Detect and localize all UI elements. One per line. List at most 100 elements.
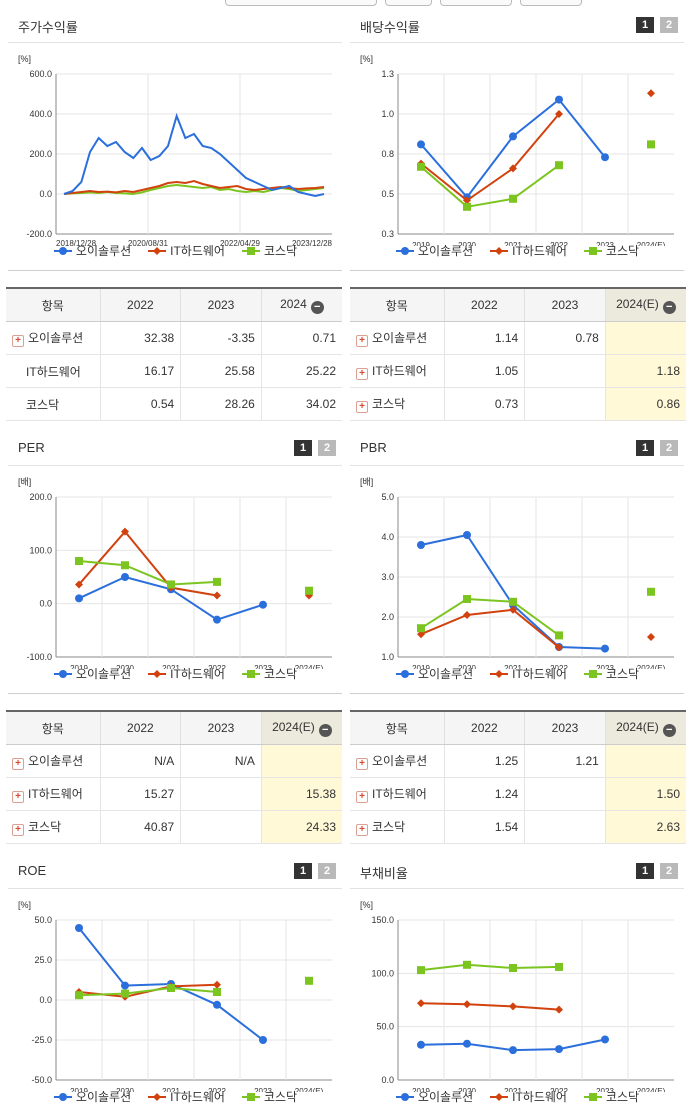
data-point-industry (509, 605, 517, 614)
per-panel: PER 1 2 [배] 200.0 100.0 0.0 -100.0 2019 2020 20… (8, 431, 342, 693)
x-tick-label: 2018/12/28 (56, 239, 97, 246)
row-label-cell[interactable]: + 코스닥 (350, 387, 445, 421)
series-line-kosdaq (420, 164, 560, 208)
row-label-cell[interactable]: + 오이솔루션 (350, 744, 445, 778)
expand-icon[interactable]: + (356, 368, 368, 380)
row-label-cell[interactable]: + 오이솔루션 (350, 321, 445, 355)
legend-item-company[interactable]: 오이솔루션 (395, 242, 473, 259)
legend-item-industry[interactable]: IT하드웨어 (147, 1088, 225, 1105)
legend-marker (153, 669, 162, 678)
expand-icon[interactable]: + (12, 824, 24, 836)
legend-item-kosdaq[interactable]: 코스닥 (241, 1088, 297, 1105)
legend-item-industry[interactable]: IT하드웨어 (489, 665, 567, 682)
legend-item-company[interactable]: 오이솔루션 (395, 1088, 473, 1105)
page-1-button[interactable]: 1 (636, 863, 654, 879)
y-tick-label: 0.8 (381, 149, 394, 159)
data-point-industry (417, 630, 425, 639)
page-1-button[interactable]: 1 (294, 440, 312, 456)
dividend-yield-table: 항목 2022 2023 2024(E) − + 오이솔루션 1.14 0.78 + IT하드웨어 1… (350, 287, 686, 421)
data-point-company (463, 1039, 471, 1048)
page-2-button[interactable]: 2 (660, 440, 678, 456)
expand-icon[interactable]: + (12, 335, 24, 347)
x-tick-label: 2020 (458, 664, 476, 669)
legend-label: IT하드웨어 (170, 1090, 225, 1104)
legend-swatch (490, 669, 509, 678)
panel-title: 주가수익률 (18, 20, 78, 35)
expand-icon[interactable]: + (356, 791, 368, 803)
legend-item-kosdaq[interactable]: 코스닥 (583, 665, 639, 682)
legend-marker (58, 1092, 67, 1101)
page-2-button[interactable]: 2 (318, 440, 336, 456)
collapse-icon[interactable]: − (318, 723, 332, 737)
top-control-2[interactable] (385, 0, 432, 6)
row-label-cell[interactable]: IT하드웨어 (6, 354, 101, 388)
expand-icon[interactable]: + (12, 791, 24, 803)
page-2-button[interactable]: 2 (660, 863, 678, 879)
collapse-icon[interactable]: − (310, 300, 324, 314)
legend-marker (400, 669, 409, 678)
column-header-label: 2023 (207, 298, 235, 312)
row-label-cell[interactable]: + IT하드웨어 (6, 777, 101, 811)
column-header-label: 2023 (551, 298, 579, 312)
row-label-cell[interactable]: + 코스닥 (6, 810, 101, 844)
top-control-1[interactable] (225, 0, 377, 6)
x-tick-label: 2020 (116, 664, 134, 669)
column-header: 항목 (6, 712, 101, 745)
chart-legend: 오이솔루션 IT하드웨어 코스닥 (8, 242, 342, 259)
data-point-kosdaq (417, 624, 425, 633)
legend-swatch (53, 1092, 72, 1101)
divider (8, 693, 342, 694)
expand-icon[interactable]: + (356, 824, 368, 836)
table-cell (604, 744, 686, 778)
legend-item-kosdaq[interactable]: 코스닥 (241, 665, 297, 682)
data-point-kosdaq (463, 595, 471, 603)
table-row: + IT하드웨어 15.27 15.38 (6, 777, 342, 811)
legend-item-industry[interactable]: IT하드웨어 (489, 1088, 567, 1105)
legend-marker (246, 1092, 255, 1101)
expand-icon[interactable]: + (356, 758, 368, 770)
legend-item-industry[interactable]: IT하드웨어 (147, 665, 225, 682)
data-point-industry (463, 196, 471, 205)
legend-item-kosdaq[interactable]: 코스닥 (583, 1088, 639, 1105)
data-point-industry (121, 527, 129, 536)
legend-item-industry[interactable]: IT하드웨어 (147, 242, 225, 259)
table-cell: 1.54 (443, 810, 525, 844)
legend-item-company[interactable]: 오이솔루션 (53, 1088, 131, 1105)
legend-item-company[interactable]: 오이솔루션 (53, 242, 131, 259)
collapse-icon[interactable]: − (662, 300, 676, 314)
y-tick-label: 0.0 (39, 189, 52, 199)
row-label-cell[interactable]: 코스닥 (6, 387, 101, 421)
column-header-label: 항목 (41, 298, 64, 313)
legend-item-company[interactable]: 오이솔루션 (53, 665, 131, 682)
data-point-company (121, 573, 129, 581)
data-point-company (213, 1000, 221, 1009)
data-point-kosdaq (121, 561, 129, 570)
expand-icon[interactable]: + (356, 401, 368, 413)
legend-item-industry[interactable]: IT하드웨어 (489, 242, 567, 259)
page-1-button[interactable]: 1 (636, 17, 654, 33)
page-1-button[interactable]: 1 (294, 863, 312, 879)
legend-item-kosdaq[interactable]: 코스닥 (241, 242, 297, 259)
data-point-company (601, 644, 609, 653)
row-label-cell[interactable]: + 오이솔루션 (6, 744, 101, 778)
top-control-3[interactable] (440, 0, 512, 6)
collapse-icon[interactable]: − (662, 723, 676, 737)
page-2-button[interactable]: 2 (660, 17, 678, 33)
expand-icon[interactable]: + (12, 758, 24, 770)
column-header: 2022 (99, 712, 181, 745)
column-header: 2023 (180, 289, 262, 322)
legend-item-company[interactable]: 오이솔루션 (395, 665, 473, 682)
data-point-company (463, 531, 471, 539)
row-label-cell[interactable]: + IT하드웨어 (350, 777, 445, 811)
row-label-cell[interactable]: + 오이솔루션 (6, 321, 101, 355)
page-2-button[interactable]: 2 (318, 863, 336, 879)
page-1-button[interactable]: 1 (636, 440, 654, 456)
row-label-cell[interactable]: + IT하드웨어 (350, 354, 445, 388)
legend-marker (246, 669, 255, 678)
legend-item-kosdaq[interactable]: 코스닥 (583, 242, 639, 259)
top-control-4[interactable] (520, 0, 582, 6)
expand-icon[interactable]: + (356, 335, 368, 347)
row-label-cell[interactable]: + 코스닥 (350, 810, 445, 844)
legend-swatch (490, 1092, 509, 1101)
x-tick-label: 2024(E) (295, 664, 324, 669)
